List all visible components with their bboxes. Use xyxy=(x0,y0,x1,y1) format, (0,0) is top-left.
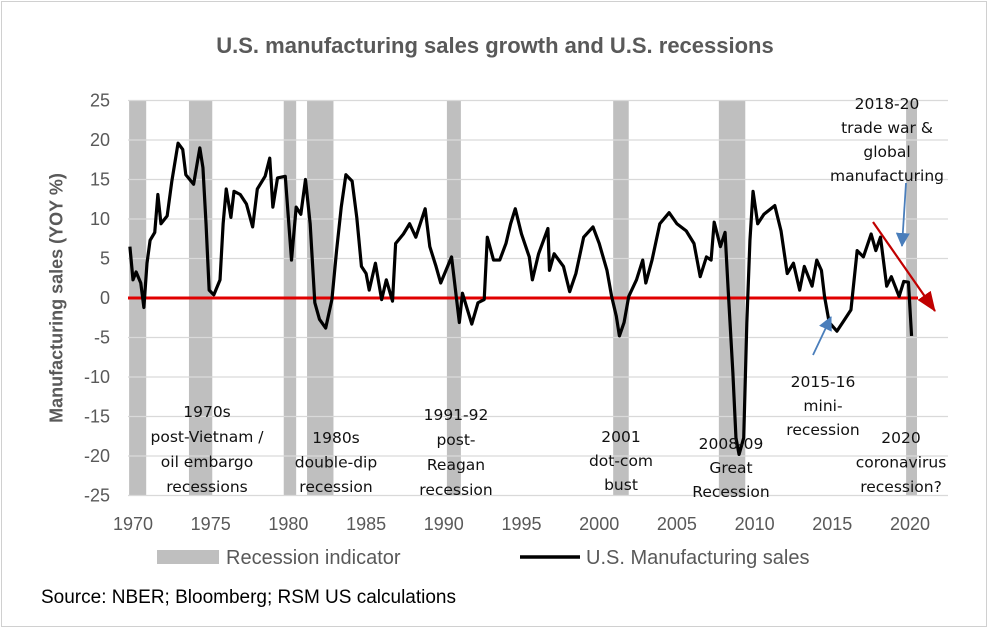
x-tick-label: 1980 xyxy=(268,514,308,534)
annotation-line: oil embargo xyxy=(161,453,253,471)
annotation: 2015-16 mini-recession xyxy=(786,373,859,439)
annotation-line: recession xyxy=(786,421,859,439)
y-tick-label: 20 xyxy=(90,130,110,150)
annotation-line: double-dip xyxy=(295,454,377,472)
legend-label-sales: U.S. Manufacturing sales xyxy=(586,547,809,569)
y-tick-label: 5 xyxy=(100,249,110,269)
x-tick-label: 2005 xyxy=(657,514,697,534)
annotation-line: manufacturing xyxy=(830,167,944,185)
annotation: 1980s double-dip recession xyxy=(295,429,377,496)
y-tick-label: 25 xyxy=(90,91,110,111)
x-tick-label: 2010 xyxy=(735,514,775,534)
y-tick-label: -15 xyxy=(84,407,110,427)
legend: Recession indicator U.S. Manufacturing sa… xyxy=(157,547,809,569)
annotation-line: Recession xyxy=(692,483,769,501)
annotation-line: 2015-16 xyxy=(791,373,856,391)
chart-title: U.S. manufacturing sales growth and U.S.… xyxy=(216,33,774,58)
y-tick-label: 0 xyxy=(100,288,110,308)
annotation-line: recession xyxy=(299,478,372,496)
callout-arrow-2015 xyxy=(812,316,832,356)
x-tick-label: 1975 xyxy=(191,514,231,534)
y-tick-label: 15 xyxy=(90,170,110,190)
x-tick-label: 1970 xyxy=(113,514,153,534)
annotations: 1970s post-Vietnam / oil embargo recessions… xyxy=(151,95,947,501)
annotation-line: 2008-09 xyxy=(699,435,764,453)
x-tick-label: 1995 xyxy=(501,514,541,534)
y-tick-label: -10 xyxy=(84,367,110,387)
annotation: 1991-92 post- Reagan recession xyxy=(419,406,492,499)
x-tick-label: 1985 xyxy=(346,514,386,534)
annotation-line: mini- xyxy=(803,397,842,415)
arrows xyxy=(812,182,936,356)
y-tick-label: -25 xyxy=(84,486,110,506)
y-tick-label: -5 xyxy=(94,328,110,348)
x-tick-label: 1990 xyxy=(424,514,464,534)
gridlines xyxy=(128,99,948,497)
legend-swatch-recession xyxy=(157,550,219,564)
annotation-line: 2020 xyxy=(881,429,920,447)
annotation: 2018-20 trade war & global manufacturing xyxy=(830,95,944,185)
callout-arrow-2018 xyxy=(895,182,910,247)
annotation-line: post- xyxy=(436,431,475,449)
annotation-line: global xyxy=(863,143,910,161)
x-tick-label: 2020 xyxy=(890,514,930,534)
annotation-line: 1991-92 xyxy=(424,406,489,424)
y-tick-label: -20 xyxy=(84,446,110,466)
annotation-line: post-Vietnam / xyxy=(151,428,265,446)
annotation: 2001 dot-com bust xyxy=(589,428,653,494)
sales-series-line xyxy=(128,141,914,457)
annotation-line: 1980s xyxy=(312,429,360,447)
annotation-line: dot-com xyxy=(589,452,653,470)
annotation-line: recessions xyxy=(166,478,247,496)
annotation: 1970s post-Vietnam / oil embargo recessions xyxy=(151,403,265,496)
annotation-line: Great xyxy=(709,459,752,477)
sales-line xyxy=(128,141,914,457)
annotation-line: 2018-20 xyxy=(855,95,920,113)
annotation-line: recession xyxy=(419,481,492,499)
annotation-line: Reagan xyxy=(427,456,485,474)
x-tick-label: 2015 xyxy=(812,514,852,534)
annotation-line: coronavirus xyxy=(856,454,947,472)
legend-label-recession: Recession indicator xyxy=(226,547,401,569)
annotation-line: recession? xyxy=(860,478,942,496)
y-tick-label: 10 xyxy=(90,209,110,229)
trend-arrow xyxy=(872,221,936,312)
annotation-line: bust xyxy=(604,476,638,494)
annotation: 2020 coronavirus recession? xyxy=(856,429,947,496)
annotation-line: 1970s xyxy=(183,403,231,421)
annotation: 2008-09 Great Recession xyxy=(692,435,769,501)
annotation-line: trade war & xyxy=(841,119,933,137)
source-note: Source: NBER; Bloomberg; RSM US calculat… xyxy=(41,587,456,608)
annotation-line: 2001 xyxy=(601,428,640,446)
x-tick-label: 2000 xyxy=(579,514,619,534)
